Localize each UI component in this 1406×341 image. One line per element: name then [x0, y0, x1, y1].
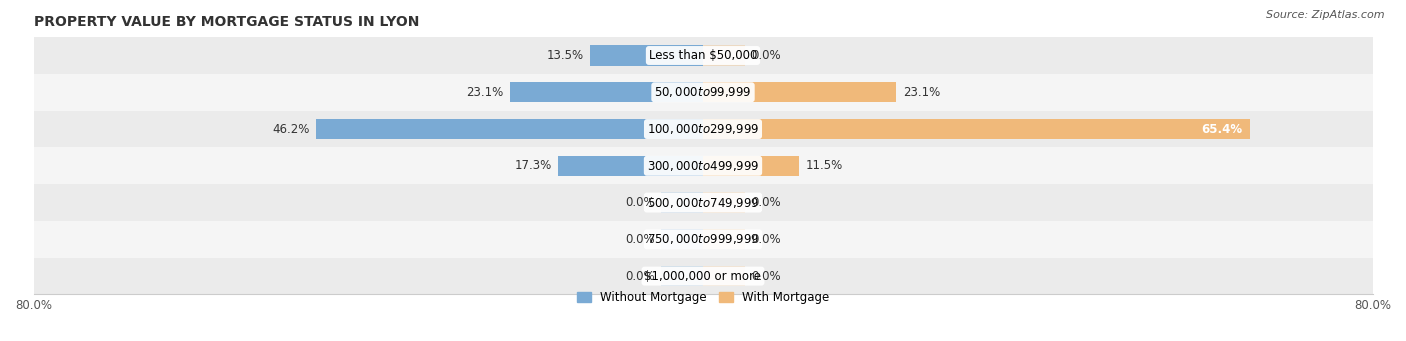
Text: Less than $50,000: Less than $50,000: [648, 49, 758, 62]
Legend: Without Mortgage, With Mortgage: Without Mortgage, With Mortgage: [572, 287, 834, 309]
Bar: [34, 184, 1372, 221]
Text: 0.0%: 0.0%: [752, 49, 782, 62]
Bar: [703, 192, 745, 213]
Text: 13.5%: 13.5%: [546, 49, 583, 62]
Text: Source: ZipAtlas.com: Source: ZipAtlas.com: [1267, 10, 1385, 20]
Bar: [510, 82, 703, 102]
Bar: [558, 156, 703, 176]
Text: $50,000 to $99,999: $50,000 to $99,999: [654, 85, 752, 99]
Bar: [661, 192, 703, 213]
Text: 0.0%: 0.0%: [752, 270, 782, 283]
Bar: [703, 229, 745, 250]
Text: 0.0%: 0.0%: [752, 196, 782, 209]
Text: 23.1%: 23.1%: [903, 86, 941, 99]
Text: $750,000 to $999,999: $750,000 to $999,999: [647, 232, 759, 246]
Text: $1,000,000 or more: $1,000,000 or more: [644, 270, 762, 283]
Bar: [591, 45, 703, 65]
Bar: [34, 258, 1372, 295]
Bar: [34, 147, 1372, 184]
Text: $300,000 to $499,999: $300,000 to $499,999: [647, 159, 759, 173]
Bar: [34, 74, 1372, 110]
Text: $500,000 to $749,999: $500,000 to $749,999: [647, 196, 759, 210]
Text: 11.5%: 11.5%: [806, 159, 844, 172]
Bar: [661, 266, 703, 286]
Text: 0.0%: 0.0%: [752, 233, 782, 246]
Bar: [34, 221, 1372, 258]
Bar: [34, 37, 1372, 74]
Bar: [703, 156, 799, 176]
Bar: [661, 229, 703, 250]
Bar: [316, 119, 703, 139]
Text: 23.1%: 23.1%: [465, 86, 503, 99]
Text: 17.3%: 17.3%: [515, 159, 551, 172]
Bar: [703, 82, 896, 102]
Text: $100,000 to $299,999: $100,000 to $299,999: [647, 122, 759, 136]
Text: PROPERTY VALUE BY MORTGAGE STATUS IN LYON: PROPERTY VALUE BY MORTGAGE STATUS IN LYO…: [34, 15, 419, 29]
Bar: [703, 45, 745, 65]
Bar: [703, 266, 745, 286]
Text: 0.0%: 0.0%: [624, 270, 654, 283]
Text: 65.4%: 65.4%: [1201, 122, 1241, 135]
Bar: [34, 110, 1372, 147]
Text: 0.0%: 0.0%: [624, 233, 654, 246]
Bar: [703, 119, 1250, 139]
Text: 46.2%: 46.2%: [273, 122, 309, 135]
Text: 0.0%: 0.0%: [624, 196, 654, 209]
